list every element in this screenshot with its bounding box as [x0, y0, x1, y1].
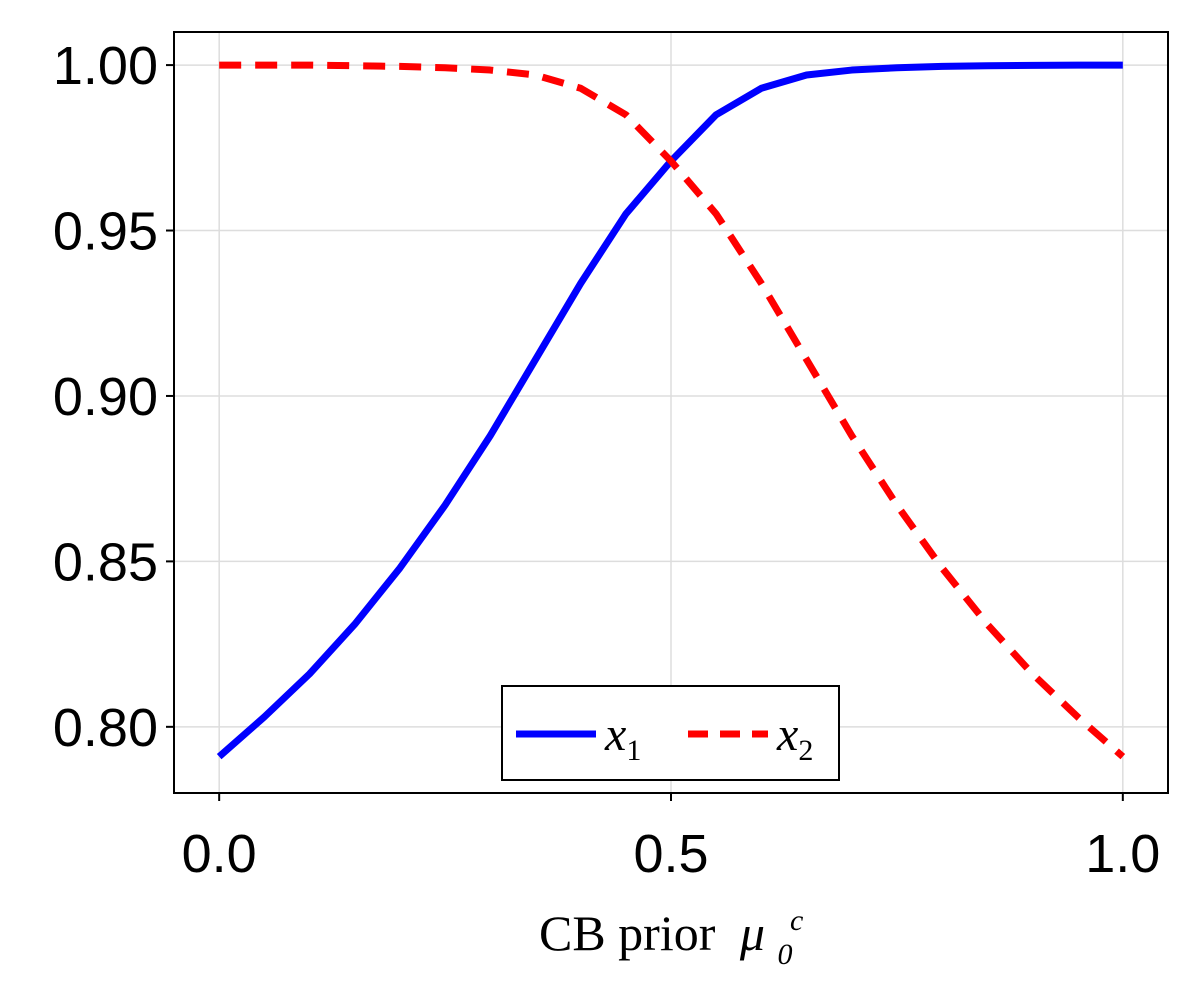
y-tick-label-4: 1.00 — [53, 36, 158, 96]
x-tick-label-0: 0.0 — [182, 824, 257, 884]
series-line-x2 — [219, 61, 1126, 760]
axis-ticks: 0.0 0.5 1.0 0.80 0.85 0.90 0.95 1.00 — [53, 36, 1160, 884]
y-tick-label-1: 0.85 — [53, 532, 158, 592]
x-axis-title-subscript: 0 — [778, 938, 793, 971]
legend-label-x2-sub: 2 — [798, 734, 813, 767]
x-tick-label-1: 0.5 — [633, 824, 708, 884]
x-axis-title-symbol: μ — [739, 905, 765, 961]
legend-label-x1-name: x — [604, 708, 626, 761]
y-tick-label-2: 0.90 — [53, 367, 158, 427]
x-tick-label-2: 1.0 — [1085, 824, 1160, 884]
legend: x1 x2 — [501, 685, 840, 781]
series-lines — [216, 61, 1126, 760]
x-axis-title-text: CB prior — [539, 905, 716, 961]
legend-label-x2: x2 — [776, 708, 813, 767]
x-axis-title-superscript: c — [790, 904, 803, 937]
grid-lines — [174, 32, 1168, 793]
y-tick-label-0: 0.80 — [53, 698, 158, 758]
legend-label-x1-sub: 1 — [626, 734, 641, 767]
legend-label-x1: x1 — [604, 708, 641, 767]
y-tick-label-3: 0.95 — [53, 202, 158, 262]
legend-label-x2-name: x — [776, 708, 798, 761]
x-axis-title: CB prior μ 0 c — [539, 904, 805, 975]
